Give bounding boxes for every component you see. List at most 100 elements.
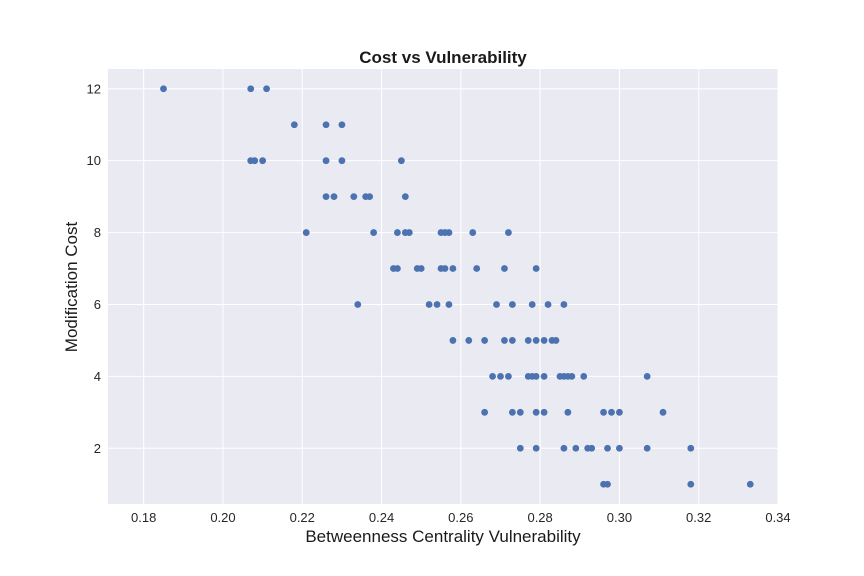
data-point [746,480,754,488]
data-point [544,301,552,308]
x-tick-label: 0.20 [210,510,235,525]
data-point [608,408,615,416]
data-point [322,121,330,129]
data-point [449,337,457,344]
data-point [568,372,576,380]
data-point [532,265,540,272]
data-point [489,372,496,380]
data-point [508,408,516,416]
data-point [604,480,611,488]
data-point [394,265,401,272]
y-tick-label: 8 [94,225,101,240]
data-point [540,337,548,344]
y-axis-label: Modification Cost [62,222,81,353]
x-tick-label: 0.22 [290,510,315,525]
data-point [338,121,346,129]
data-point [687,444,695,452]
data-point [508,337,516,344]
data-point [469,229,477,236]
data-point [441,265,449,272]
data-point [532,337,540,344]
data-point [501,337,508,344]
x-tick-labels: 0.18 0.20 0.22 0.24 0.26 0.28 0.30 0.32 0.34 [131,510,791,525]
data-point [505,229,512,236]
data-point [564,408,572,416]
y-tick-label: 10 [87,153,101,168]
data-point [588,444,596,452]
data-point [445,301,453,308]
data-point [481,408,489,416]
data-point [473,265,481,272]
y-tick-label: 4 [94,369,101,384]
x-tick-label: 0.26 [448,510,473,525]
data-point [401,193,409,201]
data-point [560,301,568,308]
x-gridlines [143,69,779,504]
data-point [350,193,358,201]
data-point [616,408,623,416]
data-point [330,193,338,201]
data-point [580,372,588,380]
data-point [604,444,611,452]
data-point [370,229,378,236]
data-point [687,480,695,488]
y-tick-label: 2 [94,441,101,456]
data-point [449,265,457,272]
x-tick-label: 0.32 [686,510,711,525]
data-point [532,444,540,452]
data-point [552,337,560,344]
data-point [465,337,473,344]
data-point [659,408,667,416]
data-point [528,301,536,308]
y-tick-label: 12 [87,81,101,96]
chart-title: Cost vs Vulnerability [359,48,527,67]
data-point [417,265,425,272]
data-point [302,229,310,236]
data-point [338,157,346,165]
data-point [445,229,453,236]
x-tick-label: 0.18 [131,510,156,525]
data-point [263,85,270,93]
data-point [247,85,255,93]
data-point [322,193,330,201]
data-point [540,408,548,416]
data-point [505,372,512,380]
data-point [572,444,580,452]
y-tick-labels: 2 4 6 8 10 12 [87,81,101,456]
data-point [425,301,433,308]
y-tick-label: 6 [94,297,101,312]
data-point [160,85,167,93]
data-point [354,301,362,308]
data-point [481,337,489,344]
data-point [516,408,524,416]
data-point [540,372,548,380]
data-point [516,444,524,452]
x-tick-label: 0.34 [765,510,790,525]
data-point [600,408,607,416]
data-point [405,229,413,236]
data-point [397,157,405,165]
data-point [643,444,651,452]
data-point [259,157,267,165]
data-point [290,121,298,129]
data-point [493,301,500,308]
data-point [322,157,330,165]
data-point [616,444,623,452]
data-point [508,301,516,308]
data-point [433,301,441,308]
data-point [643,372,651,380]
data-point [251,157,259,165]
data-point [532,408,540,416]
data-point [560,444,568,452]
x-tick-label: 0.30 [607,510,632,525]
plot-area [108,69,778,504]
data-point [394,229,401,236]
data-point [497,372,504,380]
data-point [501,265,508,272]
data-point [532,372,540,380]
x-tick-label: 0.28 [527,510,552,525]
x-tick-label: 0.24 [369,510,394,525]
x-axis-label: Betweenness Centrality Vulnerability [305,527,581,546]
data-point [366,193,374,201]
